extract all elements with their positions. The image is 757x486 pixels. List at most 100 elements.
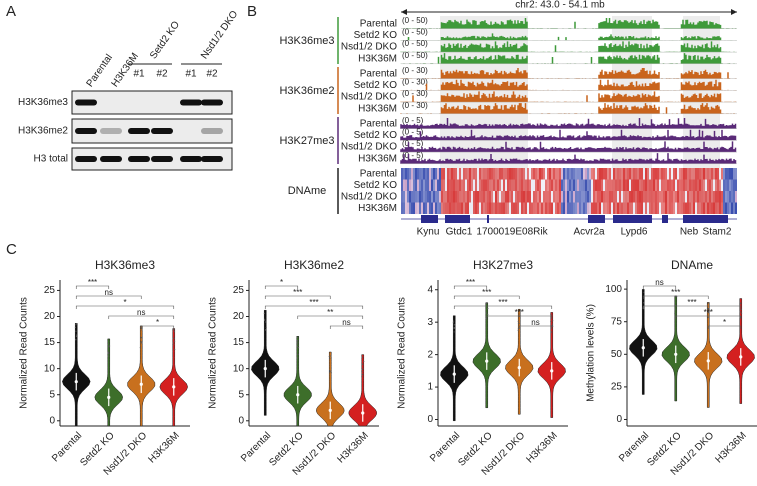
y-tick-label: 25 [44, 285, 56, 296]
heat-cell [563, 191, 565, 203]
y-tick-label: 25 [611, 382, 623, 393]
outlier [675, 296, 678, 298]
sample-label: Parental [360, 68, 397, 79]
heat-cell [455, 191, 457, 203]
heat-cell [575, 179, 577, 191]
heat-cell [677, 202, 679, 214]
heat-cell [719, 179, 721, 191]
y-tick-label: 75 [611, 316, 623, 327]
heat-cell [663, 191, 665, 203]
heat-cell [569, 168, 571, 180]
heat-cell [443, 191, 445, 203]
outlier [453, 327, 456, 329]
heat-cell [535, 191, 537, 203]
heat-cell [423, 202, 425, 214]
outlier [329, 370, 331, 372]
heat-cell [413, 191, 415, 203]
heat-cell [473, 191, 475, 203]
heat-cell [551, 179, 553, 191]
heat-cell [597, 191, 599, 203]
outlier [330, 372, 332, 374]
heat-cell [555, 202, 557, 214]
heat-cell [689, 179, 691, 191]
sig-label: ns [655, 278, 663, 287]
outlier [139, 347, 141, 349]
outlier [296, 341, 299, 343]
sig-label: * [123, 298, 126, 307]
heat-cell [667, 191, 669, 203]
heat-cell [401, 202, 403, 214]
sig-label: *** [671, 288, 680, 297]
blot-band [180, 99, 202, 106]
heat-cell [587, 168, 589, 180]
y-tick-label: 2 [427, 349, 433, 360]
sig-label: *** [293, 288, 302, 297]
median-dot [361, 411, 365, 415]
range-label: (0 - 30) [402, 101, 428, 110]
heat-cell [631, 191, 633, 203]
heat-cell [693, 179, 695, 191]
heat-cell [659, 191, 661, 203]
heat-cell [633, 202, 635, 214]
heat-cell [729, 179, 731, 191]
heat-cell [573, 202, 575, 214]
sample-label: H3K36M [358, 103, 397, 114]
sample-label: Nsd1/2 DKO [341, 142, 397, 153]
heat-cell [671, 202, 673, 214]
heat-cell [443, 179, 445, 191]
heat-cell [471, 168, 473, 180]
heat-cell [485, 168, 487, 180]
heat-cell [439, 168, 441, 180]
blot-band [201, 156, 223, 162]
sig-label: ns [531, 318, 539, 327]
heat-cell [705, 179, 707, 191]
heat-cell [595, 202, 597, 214]
heat-cell [685, 179, 687, 191]
heat-cell [653, 202, 655, 214]
outlier [517, 320, 519, 323]
heat-cell [487, 179, 489, 191]
heat-cell [449, 202, 451, 214]
heat-cell [595, 168, 597, 180]
outlier [551, 323, 554, 325]
heat-cell [671, 191, 673, 203]
heat-cell [443, 202, 445, 214]
heat-cell [521, 202, 523, 214]
y-tick-label: 0 [427, 414, 433, 425]
heat-cell [439, 179, 441, 191]
heat-cell [431, 179, 433, 191]
heat-cell [485, 191, 487, 203]
median-dot [328, 408, 332, 412]
heat-cell [525, 179, 527, 191]
y-tick-label: 15 [233, 337, 245, 348]
heat-cell [513, 179, 515, 191]
heat-cell [661, 168, 663, 180]
heat-cell [653, 191, 655, 203]
heat-cell [543, 179, 545, 191]
heat-cell [705, 168, 707, 180]
heat-cell [585, 168, 587, 180]
outlier [740, 302, 742, 304]
heat-cell [497, 179, 499, 191]
heat-cell [697, 191, 699, 203]
chart-title: DNAme [671, 258, 713, 272]
heat-cell [531, 191, 533, 203]
y-tick-label: 100 [605, 284, 622, 295]
heat-cell [411, 202, 413, 214]
blot-band [75, 128, 97, 134]
heat-cell [407, 191, 409, 203]
heat-cell [639, 191, 641, 203]
heat-cell [641, 179, 643, 191]
median-dot [139, 382, 143, 386]
y-tick-label: 20 [44, 311, 56, 322]
outlier [487, 307, 489, 310]
heat-cell [553, 168, 555, 180]
coverage-track [400, 129, 737, 141]
heat-cell [483, 191, 485, 203]
heat-cell [727, 179, 729, 191]
heat-cell [447, 191, 449, 203]
heat-cell [409, 202, 411, 214]
outlier [708, 307, 710, 310]
heat-cell [545, 179, 547, 191]
heat-cell [687, 179, 689, 191]
